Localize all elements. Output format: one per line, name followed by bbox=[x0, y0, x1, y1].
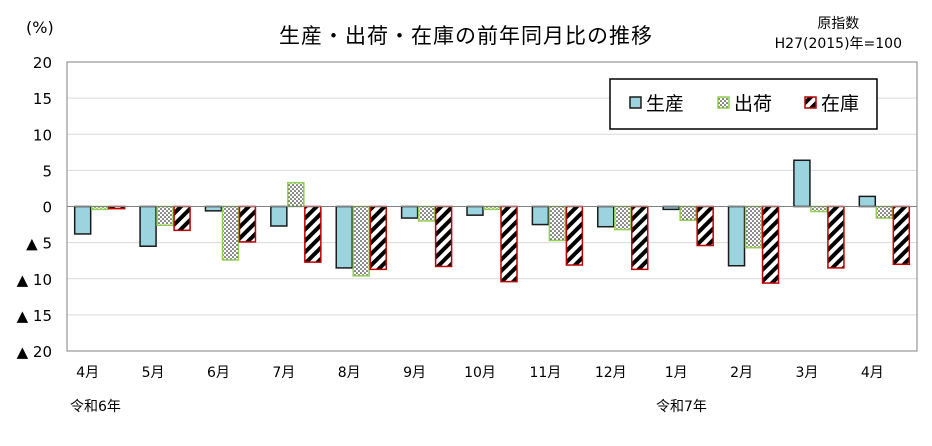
bar-生産-8月 bbox=[335, 205, 353, 269]
bar-出荷-11月 bbox=[548, 205, 567, 242]
bar-生産-6月 bbox=[204, 205, 223, 212]
bar-生産-9月 bbox=[400, 205, 419, 219]
x-tick-label: 5月 bbox=[142, 365, 165, 381]
x-tick-label: 9月 bbox=[403, 365, 426, 381]
x-tick-label: 10月 bbox=[464, 365, 496, 381]
index-note-line-2: H27(2015)年=100 bbox=[774, 36, 902, 52]
y-tick-label: ▲ 5 bbox=[26, 235, 52, 253]
bar-出荷-7月 bbox=[287, 181, 305, 208]
y-tick-label: 5 bbox=[42, 162, 52, 180]
bar-在庫-1月 bbox=[696, 205, 714, 247]
x-tick-label: 12月 bbox=[595, 365, 627, 381]
bar-在庫-8月 bbox=[369, 205, 387, 271]
index-note-line-1: 原指数 bbox=[817, 16, 860, 32]
legend-swatch-在庫 bbox=[804, 96, 817, 109]
bar-出荷-6月 bbox=[221, 205, 240, 261]
x-tick-label: 3月 bbox=[795, 365, 818, 381]
y-tick-label: ▲ 15 bbox=[17, 307, 52, 325]
bar-生産-5月 bbox=[139, 205, 157, 247]
x-tick-label: 8月 bbox=[338, 365, 361, 381]
bar-在庫-11月 bbox=[565, 205, 584, 266]
bar-在庫-3月 bbox=[827, 205, 845, 269]
legend-label-生産: 生産 bbox=[646, 93, 684, 115]
legend: 生産 出荷 在庫 bbox=[609, 78, 878, 130]
bar-在庫-4月 bbox=[892, 205, 911, 266]
bar-在庫-5月 bbox=[173, 205, 191, 232]
bar-在庫-10月 bbox=[500, 205, 518, 283]
chart-title: 生産・出荷・在庫の前年同月比の推移 bbox=[279, 24, 653, 48]
x-tick-label: 4月 bbox=[861, 365, 884, 381]
bar-出荷-3月 bbox=[810, 205, 828, 213]
bar-出荷-12月 bbox=[614, 205, 632, 231]
bar-生産-3月 bbox=[793, 159, 811, 208]
y-tick-label: 0 bbox=[42, 199, 52, 217]
bar-出荷-9月 bbox=[417, 205, 436, 222]
bar-在庫-12月 bbox=[631, 205, 649, 271]
index-note: 原指数 H27(2015)年=100 bbox=[775, 14, 902, 54]
y-axis-unit: (%) bbox=[26, 18, 54, 37]
bar-生産-4月 bbox=[73, 205, 92, 235]
legend-label-在庫: 在庫 bbox=[821, 93, 859, 115]
bar-生産-11月 bbox=[531, 205, 550, 226]
bar-生産-10月 bbox=[466, 205, 484, 216]
bar-出荷-4月 bbox=[875, 205, 894, 219]
x-tick-label: 7月 bbox=[272, 365, 295, 381]
bar-生産-2月 bbox=[727, 205, 746, 267]
bar-生産-12月 bbox=[597, 205, 615, 228]
legend-swatch-生産 bbox=[629, 96, 642, 109]
bar-生産-7月 bbox=[270, 205, 288, 227]
bar-出荷-1月 bbox=[679, 205, 697, 221]
era-label-reiwa6: 令和6年 bbox=[70, 399, 121, 415]
bar-生産-4月 bbox=[858, 195, 877, 208]
x-tick-label: 4月 bbox=[76, 365, 99, 381]
y-tick-label: 20 bbox=[33, 54, 52, 72]
bar-出荷-5月 bbox=[156, 205, 174, 227]
x-tick-label: 6月 bbox=[207, 365, 230, 381]
y-tick-label: ▲ 10 bbox=[17, 271, 52, 289]
bar-在庫-2月 bbox=[761, 205, 780, 284]
x-tick-label: 1月 bbox=[665, 365, 688, 381]
legend-label-出荷: 出荷 bbox=[734, 93, 772, 115]
bar-在庫-6月 bbox=[238, 205, 257, 243]
legend-box bbox=[609, 78, 878, 130]
bar-在庫-9月 bbox=[434, 205, 453, 268]
era-label-reiwa7: 令和7年 bbox=[656, 399, 707, 415]
x-tick-label: 11月 bbox=[529, 365, 561, 381]
bar-出荷-2月 bbox=[744, 205, 763, 249]
y-tick-label: 15 bbox=[33, 90, 52, 108]
legend-swatch-出荷 bbox=[717, 96, 730, 109]
y-tick-label: 10 bbox=[33, 126, 52, 144]
y-tick-label: ▲ 20 bbox=[17, 343, 52, 361]
x-tick-label: 2月 bbox=[730, 365, 753, 381]
bar-在庫-7月 bbox=[304, 205, 322, 263]
bar-出荷-8月 bbox=[352, 205, 370, 277]
